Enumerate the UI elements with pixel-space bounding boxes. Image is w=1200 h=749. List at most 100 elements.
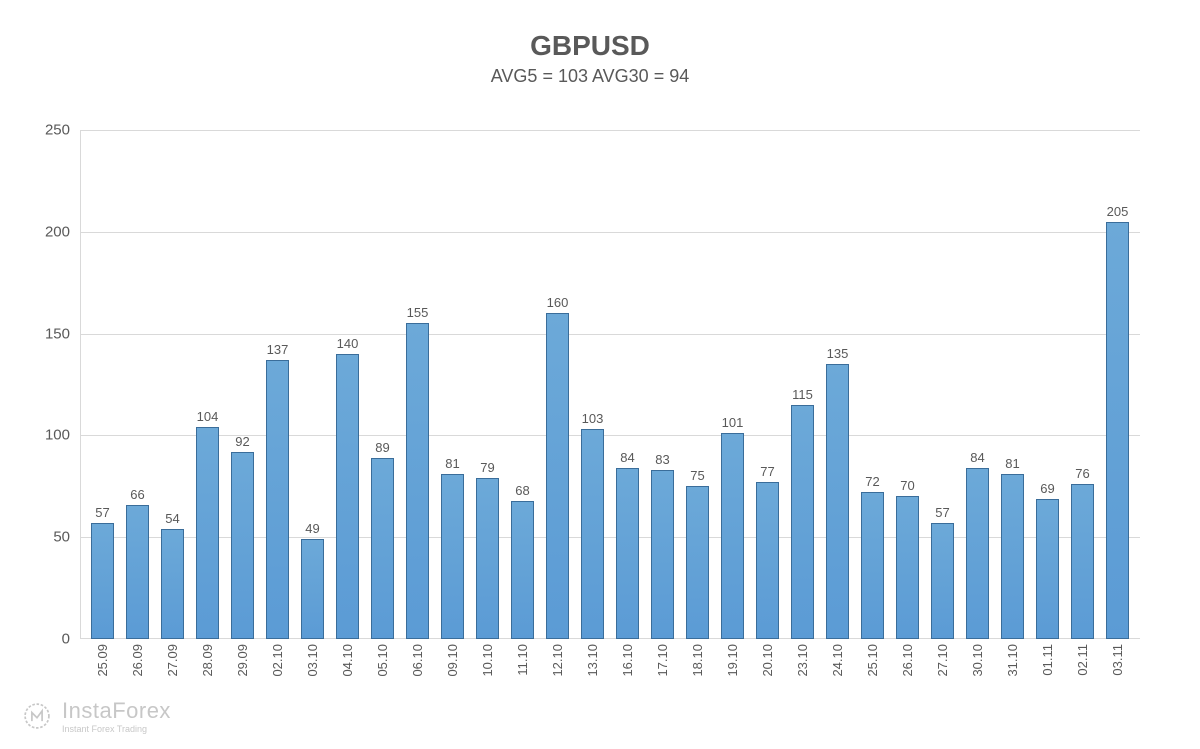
- bar: 103: [581, 429, 604, 639]
- bar: 66: [126, 505, 149, 639]
- bar-wrapper: 135: [821, 130, 854, 639]
- bar: 137: [266, 360, 289, 639]
- x-tick-label: 03.10: [296, 644, 329, 729]
- x-tick-label: 19.10: [716, 644, 749, 729]
- bar: 84: [616, 468, 639, 639]
- bar: 81: [441, 474, 464, 639]
- bar-wrapper: 77: [751, 130, 784, 639]
- bar-wrapper: 68: [506, 130, 539, 639]
- bar-wrapper: 57: [926, 130, 959, 639]
- bar-wrapper: 81: [996, 130, 1029, 639]
- x-tick-label: 02.11: [1066, 644, 1099, 729]
- bar-label: 160: [547, 295, 569, 310]
- bar-wrapper: 104: [191, 130, 224, 639]
- bar-wrapper: 81: [436, 130, 469, 639]
- chart-subtitle: AVG5 = 103 AVG30 = 94: [20, 66, 1160, 87]
- x-tick-label: 10.10: [471, 644, 504, 729]
- bar-wrapper: 66: [121, 130, 154, 639]
- x-tick-label: 29.09: [226, 644, 259, 729]
- bar: 79: [476, 478, 499, 639]
- bars-container: 5766541049213749140891558179681601038483…: [80, 130, 1140, 639]
- x-tick-label: 12.10: [541, 644, 574, 729]
- x-tick-label: 23.10: [786, 644, 819, 729]
- bar: 115: [791, 405, 814, 639]
- bar-label: 83: [655, 452, 669, 467]
- bar: 68: [511, 501, 534, 639]
- x-tick-label: 18.10: [681, 644, 714, 729]
- bar-label: 57: [95, 505, 109, 520]
- bar: 70: [896, 496, 919, 639]
- bar-label: 75: [690, 468, 704, 483]
- x-tick-label: 26.10: [891, 644, 924, 729]
- bar-label: 103: [582, 411, 604, 426]
- x-tick-label: 30.10: [961, 644, 994, 729]
- bar-label: 137: [267, 342, 289, 357]
- x-axis-labels: 25.0926.0927.0928.0929.0902.1003.1004.10…: [80, 644, 1140, 729]
- watermark-text: InstaForex Instant Forex Trading: [62, 698, 171, 734]
- bar-wrapper: 101: [716, 130, 749, 639]
- bar: 75: [686, 486, 709, 639]
- bar-label: 68: [515, 483, 529, 498]
- bar-wrapper: 160: [541, 130, 574, 639]
- x-tick-label: 16.10: [611, 644, 644, 729]
- x-tick-label: 04.10: [331, 644, 364, 729]
- bar: 54: [161, 529, 184, 639]
- y-tick-label: 200: [45, 223, 70, 240]
- chart-container: GBPUSD AVG5 = 103 AVG30 = 94 05010015020…: [0, 0, 1200, 749]
- watermark-brand: InstaForex: [62, 698, 171, 724]
- x-tick-label: 20.10: [751, 644, 784, 729]
- bar: 160: [546, 313, 569, 639]
- watermark: InstaForex Instant Forex Trading: [20, 698, 171, 734]
- bar-label: 115: [792, 387, 813, 402]
- bar: 101: [721, 433, 744, 639]
- bar-wrapper: 70: [891, 130, 924, 639]
- bar-wrapper: 75: [681, 130, 714, 639]
- bar-wrapper: 140: [331, 130, 364, 639]
- bar-wrapper: 205: [1101, 130, 1134, 639]
- bar-wrapper: 57: [86, 130, 119, 639]
- bar: 57: [91, 523, 114, 639]
- x-tick-label: 24.10: [821, 644, 854, 729]
- bar-wrapper: 79: [471, 130, 504, 639]
- x-tick-label: 13.10: [576, 644, 609, 729]
- bar-label: 57: [935, 505, 949, 520]
- x-tick-label: 27.10: [926, 644, 959, 729]
- bar-wrapper: 69: [1031, 130, 1064, 639]
- bar-wrapper: 76: [1066, 130, 1099, 639]
- bar-wrapper: 54: [156, 130, 189, 639]
- bar-label: 70: [900, 478, 914, 493]
- bar: 83: [651, 470, 674, 639]
- bar-wrapper: 84: [611, 130, 644, 639]
- bar-label: 155: [407, 305, 429, 320]
- bar-label: 140: [337, 336, 359, 351]
- bar-wrapper: 89: [366, 130, 399, 639]
- plot-area: 050100150200250 576654104921374914089155…: [80, 130, 1140, 639]
- bar-label: 49: [305, 521, 319, 536]
- bar-wrapper: 92: [226, 130, 259, 639]
- y-tick-label: 50: [53, 529, 70, 546]
- x-tick-label: 11.10: [506, 644, 539, 729]
- bar-wrapper: 83: [646, 130, 679, 639]
- bar: 135: [826, 364, 849, 639]
- bar-wrapper: 49: [296, 130, 329, 639]
- bar-wrapper: 72: [856, 130, 889, 639]
- bar-label: 76: [1075, 466, 1089, 481]
- bar-wrapper: 84: [961, 130, 994, 639]
- x-tick-label: 25.10: [856, 644, 889, 729]
- x-tick-label: 17.10: [646, 644, 679, 729]
- bar-label: 84: [970, 450, 984, 465]
- bar-label: 92: [235, 434, 249, 449]
- bar-wrapper: 155: [401, 130, 434, 639]
- bar: 104: [196, 427, 219, 639]
- bar: 89: [371, 458, 394, 639]
- bar: 81: [1001, 474, 1024, 639]
- bar-label: 104: [197, 409, 219, 424]
- y-tick-label: 150: [45, 325, 70, 342]
- x-tick-label: 06.10: [401, 644, 434, 729]
- bar: 205: [1106, 222, 1129, 639]
- bar: 72: [861, 492, 884, 639]
- bar-wrapper: 103: [576, 130, 609, 639]
- bar: 155: [406, 323, 429, 639]
- logo-icon: [20, 699, 54, 733]
- bar-label: 77: [760, 464, 774, 479]
